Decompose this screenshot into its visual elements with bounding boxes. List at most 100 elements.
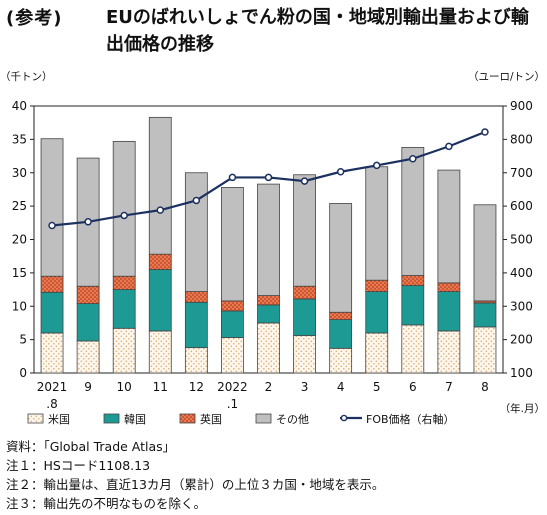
fob-point: [48, 221, 56, 230]
bar-segment: [329, 203, 353, 313]
bar-segment: [76, 340, 100, 374]
bar-segment: [329, 319, 353, 349]
bar-segment: [184, 291, 208, 303]
bar-segment: [40, 291, 64, 334]
bar-segment: [437, 330, 461, 374]
note-2: 注２：輸出量は、直近13カ月（累計）の上位３カ国・地域を表示。: [6, 477, 385, 492]
legend-swatch: [255, 413, 272, 424]
bar-segment: [401, 285, 425, 326]
legend-line-marker: [340, 414, 348, 422]
right-tick-label: 600: [510, 199, 533, 213]
bar-segment: [40, 332, 64, 374]
x-tick-label: 5: [373, 380, 381, 394]
bar-segment: [401, 324, 425, 374]
legend-label: 米国: [48, 413, 70, 426]
left-tick-label: 10: [12, 299, 27, 313]
bar-segment: [112, 275, 136, 290]
fob-point: [300, 177, 309, 185]
left-tick-label: 35: [12, 132, 27, 146]
bar-segment: [184, 301, 208, 349]
bar-segment: [257, 322, 280, 374]
legend-swatch: [103, 413, 120, 424]
bar-segment: [437, 291, 461, 332]
x-tick-label: 2021: [37, 380, 68, 394]
bar-segment: [148, 269, 172, 332]
bar-segment: [112, 289, 136, 329]
bar-segment: [329, 347, 353, 374]
bar-segment: [257, 183, 280, 296]
bar-segment: [437, 282, 461, 292]
axes: （千トン） （ユーロ/トン）051015202530354010020030040…: [0, 71, 545, 415]
bar-segment: [184, 347, 208, 374]
right-tick-label: 100: [510, 366, 533, 380]
bar-segment: [473, 302, 497, 328]
bar-segment: [329, 311, 353, 321]
bar-segment: [112, 140, 136, 277]
bar-segment: [293, 335, 316, 374]
title-text: EUのばれいしょでん粉の国・地域別輸出量および輸出価格の推移: [106, 7, 529, 55]
right-tick-label: 800: [510, 132, 533, 146]
fob-point: [445, 142, 453, 151]
bar-segment: [293, 285, 316, 300]
bar-segment: [76, 285, 100, 304]
bar-segment: [148, 253, 172, 270]
x-tick-label: 9: [84, 380, 92, 394]
bar-segment: [365, 166, 389, 281]
fob-point: [481, 128, 489, 136]
right-axis-unit: （ユーロ/トン）: [468, 71, 545, 83]
bar-segment: [365, 279, 389, 292]
note-3: 注３：輸出先の不明なものを除く。: [6, 496, 207, 511]
left-tick-label: 30: [12, 166, 27, 180]
bar-segment: [184, 172, 208, 292]
bar-segment: [473, 204, 497, 302]
x-tick-label: 2022: [217, 380, 248, 394]
right-tick-label: 700: [510, 166, 533, 180]
left-tick-label: 20: [12, 233, 27, 247]
x-tick-label: 4: [337, 380, 345, 394]
bar-segment: [148, 116, 172, 255]
bar-segment: [40, 138, 64, 277]
bar-segment: [365, 332, 389, 374]
left-tick-label: 0: [19, 366, 27, 380]
bar-segment: [148, 330, 172, 374]
right-tick-label: 300: [510, 299, 533, 313]
legend-label: FOB価格（右軸）: [366, 412, 455, 426]
bars: [40, 116, 497, 374]
bar-segment: [76, 303, 100, 342]
bar-segment: [293, 174, 316, 287]
left-tick-label: 5: [19, 333, 27, 347]
fob-point: [228, 173, 237, 182]
legend-swatch: [27, 413, 44, 424]
x-tick-sublabel: .8: [46, 397, 57, 411]
fob-point: [372, 161, 381, 170]
bar-segment: [221, 337, 244, 374]
bar-segment: [112, 327, 136, 374]
bar-segment: [257, 295, 280, 306]
notes: 資料：「Global Trade Atlas」 注１：HSコード1108.13 …: [6, 437, 542, 513]
left-tick-label: 25: [12, 199, 27, 213]
legend-swatch: [179, 413, 196, 424]
x-tick-label: 2: [265, 380, 273, 394]
right-tick-label: 200: [510, 333, 533, 347]
bar-segment: [437, 169, 461, 284]
bar-segment: [293, 298, 316, 337]
right-tick-label: 500: [510, 233, 533, 247]
fob-point: [409, 154, 417, 163]
x-tick-label: 11: [153, 380, 168, 394]
x-tick-sublabel: .1: [227, 397, 238, 411]
left-tick-label: 40: [12, 99, 27, 113]
legend-label: その他: [276, 413, 309, 426]
chart-area: （千トン） （ユーロ/トン） 0 5 10 15 20 25 30 35 40 100 200 300 40…: [0, 60, 547, 435]
bar-segment: [221, 310, 244, 339]
fob-point: [336, 167, 345, 176]
fob-price-line: [48, 128, 489, 230]
legend-label: 韓国: [124, 413, 146, 426]
bar-segment: [401, 275, 425, 286]
bar-segment: [221, 300, 244, 312]
x-tick-label: 6: [409, 380, 417, 394]
fob-point: [264, 173, 273, 182]
x-tick-label: 10: [117, 380, 132, 394]
bar-segment: [473, 326, 497, 374]
legend-label: 英国: [200, 412, 222, 426]
